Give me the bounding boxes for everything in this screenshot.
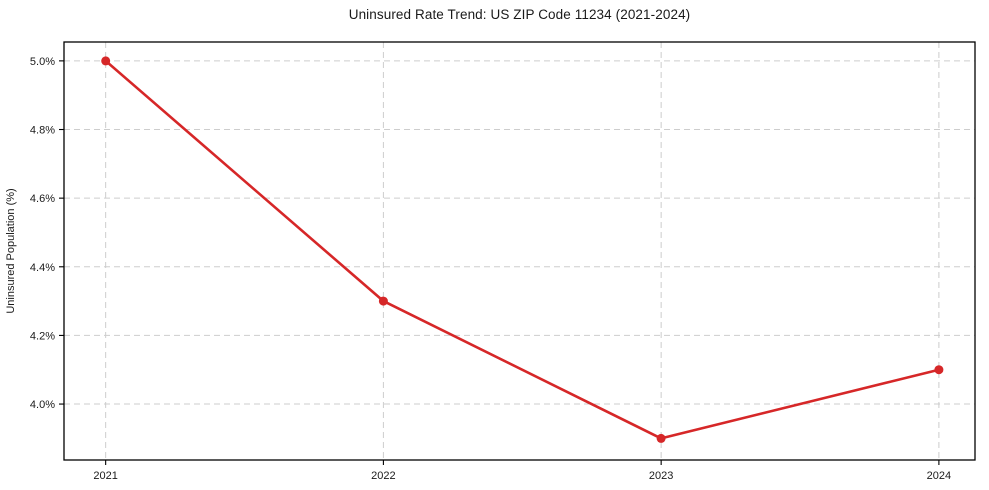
y-tick-label: 4.6% xyxy=(30,193,55,205)
chart-title: Uninsured Rate Trend: US ZIP Code 11234 … xyxy=(348,7,691,22)
x-tick-label: 2022 xyxy=(371,470,395,482)
x-tick-label: 2023 xyxy=(649,470,673,482)
x-tick-label: 2021 xyxy=(93,470,117,482)
y-axis-label: Uninsured Population (%) xyxy=(5,188,17,313)
y-tick-label: 4.4% xyxy=(30,262,55,274)
plot-area: 4.0% 4.2% 4.4% 4.6% 4.8% 5.0% 2021 2022 2023 2024 xyxy=(30,41,976,482)
data-point-2021 xyxy=(101,56,111,66)
data-point-2022 xyxy=(378,296,388,306)
y-tick-label: 4.2% xyxy=(30,330,55,342)
data-point-2024 xyxy=(934,365,944,375)
plot-border xyxy=(63,41,976,461)
y-tick-label: 4.8% xyxy=(30,125,55,137)
y-tick-label: 5.0% xyxy=(30,56,55,68)
y-tick-label: 4.0% xyxy=(30,399,55,411)
trend-line xyxy=(104,59,941,440)
x-tick-label: 2024 xyxy=(927,470,951,482)
data-point-2023 xyxy=(656,433,666,443)
